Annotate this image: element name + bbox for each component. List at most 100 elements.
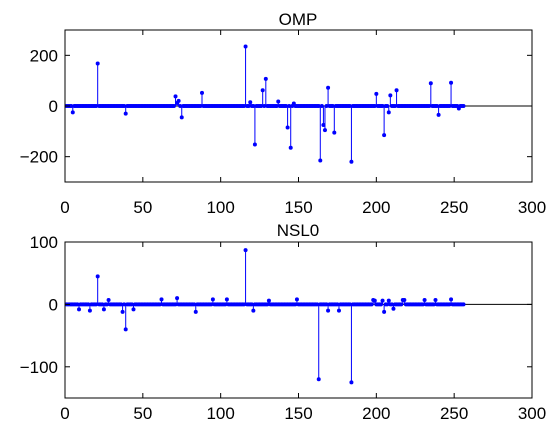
omp-title: OMP xyxy=(279,10,318,29)
data-point xyxy=(374,91,379,96)
data-point xyxy=(274,104,279,108)
data-point xyxy=(315,302,320,307)
x-tick-label: 250 xyxy=(440,198,468,217)
data-point xyxy=(385,104,390,108)
x-tick-label: 100 xyxy=(206,404,234,423)
data-point xyxy=(263,76,268,81)
data-point xyxy=(249,302,254,307)
data-point xyxy=(326,308,331,313)
data-point xyxy=(382,309,387,314)
nsl0-title: NSL0 xyxy=(277,221,320,240)
data-point xyxy=(129,302,134,307)
data-point xyxy=(199,90,204,95)
x-axis: 0 50 100 150 200 250 300 xyxy=(60,30,546,217)
data-point xyxy=(316,104,321,108)
data-point xyxy=(385,302,390,307)
data-point xyxy=(122,302,127,307)
data-point xyxy=(276,99,281,104)
y-axis: −200 0 200 xyxy=(20,46,532,167)
data-point xyxy=(326,85,331,90)
x-tick-label: 0 xyxy=(60,198,69,217)
data-point xyxy=(380,104,385,108)
data-point xyxy=(335,302,340,307)
omp-subplot: OMP 0 50 100 150 200 250 300 −200 0 200 xyxy=(20,10,546,217)
data-point xyxy=(386,110,391,115)
data-point xyxy=(119,302,124,307)
data-point xyxy=(101,307,106,312)
data-point xyxy=(380,298,385,303)
data-point xyxy=(75,302,80,307)
data-point xyxy=(123,111,128,116)
data-point xyxy=(243,248,248,253)
data-stems xyxy=(64,248,466,385)
data-point xyxy=(394,88,399,93)
data-point xyxy=(260,88,265,93)
data-point xyxy=(131,307,136,312)
data-point xyxy=(436,112,441,117)
data-point xyxy=(173,302,178,307)
y-tick-label: 200 xyxy=(30,46,58,65)
data-point xyxy=(246,104,251,108)
data-point xyxy=(402,298,407,303)
data-point xyxy=(427,104,432,108)
data-point xyxy=(428,81,433,86)
data-point xyxy=(259,104,264,108)
x-tick-label: 300 xyxy=(518,198,546,217)
data-point xyxy=(171,104,176,108)
nsl0-axes: 0 50 100 150 200 250 300 −100 0 100 xyxy=(20,233,546,423)
data-point xyxy=(349,159,354,164)
y-tick-label: −200 xyxy=(20,148,58,167)
data-point xyxy=(86,302,91,307)
data-point xyxy=(210,297,215,302)
x-tick-label: 100 xyxy=(206,198,234,217)
data-point xyxy=(77,307,82,312)
data-point xyxy=(449,297,454,302)
data-point xyxy=(123,327,128,332)
y-tick-label: 0 xyxy=(49,295,58,314)
data-point xyxy=(294,297,299,302)
data-point xyxy=(447,302,452,307)
data-point xyxy=(287,104,292,108)
x-tick-label: 150 xyxy=(284,198,312,217)
data-point xyxy=(209,302,214,307)
data-point xyxy=(372,104,377,108)
data-point xyxy=(321,123,326,127)
data-point xyxy=(393,104,398,108)
data-point xyxy=(433,298,438,303)
data-point xyxy=(105,302,110,307)
data-point xyxy=(318,158,323,163)
x-tick-label: 0 xyxy=(60,404,69,423)
y-tick-label: 100 xyxy=(30,233,58,252)
data-point xyxy=(421,302,426,307)
data-point xyxy=(251,104,256,108)
data-point xyxy=(391,306,396,311)
data-point xyxy=(106,298,111,303)
y-tick-label: 0 xyxy=(49,97,58,116)
data-point xyxy=(262,104,267,108)
data-point xyxy=(178,104,183,108)
data-point xyxy=(435,104,440,108)
data-point xyxy=(94,104,99,108)
data-point xyxy=(173,94,178,99)
data-point xyxy=(179,115,184,120)
data-point xyxy=(248,100,253,105)
data-point xyxy=(316,377,321,382)
data-point xyxy=(386,298,391,303)
data-point xyxy=(379,302,384,307)
y-tick-label: −100 xyxy=(20,358,58,377)
data-point xyxy=(447,104,452,108)
data-point xyxy=(461,104,466,108)
data-point xyxy=(95,61,100,66)
data-point xyxy=(389,302,394,307)
data-point xyxy=(399,302,404,307)
data-point xyxy=(388,93,393,98)
x-tick-label: 200 xyxy=(362,404,390,423)
data-point xyxy=(193,309,198,314)
data-point xyxy=(284,104,289,108)
data-point xyxy=(322,128,327,133)
data-point xyxy=(293,302,298,307)
data-point xyxy=(319,104,324,108)
data-point xyxy=(95,274,100,279)
data-point xyxy=(372,298,377,303)
data-point xyxy=(94,302,99,307)
